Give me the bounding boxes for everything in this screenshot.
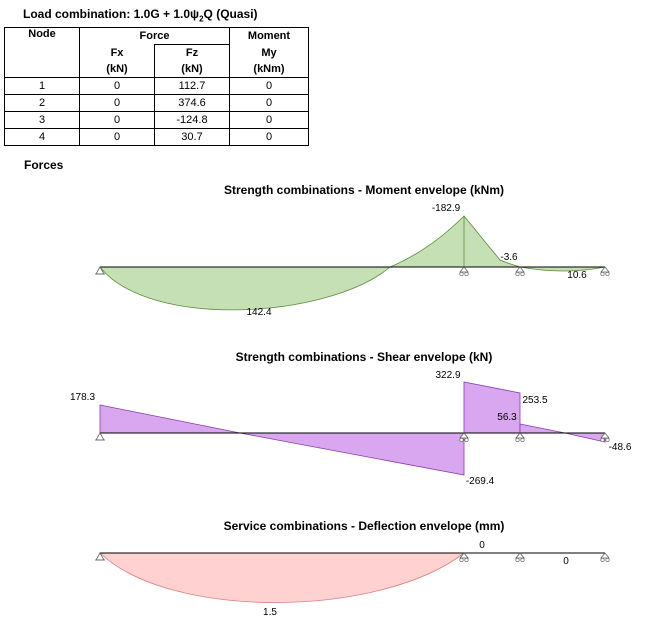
support-roller-icon [600, 552, 610, 563]
cell-fz: 112.7 [154, 77, 230, 95]
support-roller-icon [600, 266, 610, 277]
header-my: My [229, 44, 309, 61]
moment-label-peak: -182.9 [432, 203, 461, 214]
support-roller-icon [515, 432, 525, 443]
moment-label-span1: 142.4 [246, 307, 271, 318]
cell-fz: 30.7 [154, 128, 230, 146]
cell-fz: -124.8 [154, 111, 230, 129]
shear-diagram-title: Strength combinations - Shear envelope (… [236, 350, 493, 364]
node-results-table: Node Force Moment Fx Fz My (kN) (kN) (kN… [4, 27, 309, 146]
shear-span3-neg-area [564, 432, 606, 443]
header-force: Force [79, 27, 230, 45]
deflection-span1-area [99, 552, 466, 603]
moment-label-span3: 10.6 [567, 270, 587, 281]
load-combination-title: Load combination: 1.0G + 1.0ψ2Q (Quasi) [23, 7, 258, 24]
header-fz-unit: (kN) [154, 61, 230, 78]
table-row: 2 0 374.6 0 [4, 94, 309, 112]
header-moment: Moment [229, 27, 309, 45]
moment-span3-area [519, 266, 606, 272]
support-roller-icon [459, 266, 469, 277]
moment-envelope-diagram: Strength combinations - Moment envelope … [94, 183, 610, 318]
support-roller-icon [515, 266, 525, 277]
moment-diagram-title: Strength combinations - Moment envelope … [224, 183, 504, 197]
deflection-label-span3: 0 [563, 556, 569, 567]
shear-label-node2-bottom: -269.4 [466, 476, 495, 487]
shear-envelope-diagram: Strength combinations - Shear envelope (… [70, 350, 632, 487]
shear-label-node3-top: 253.5 [522, 395, 547, 406]
shear-label-left: 178.3 [70, 392, 95, 403]
deflection-diagram-title: Service combinations - Deflection envelo… [224, 519, 505, 533]
shear-span2-area [463, 381, 521, 434]
shear-label-right: -48.6 [609, 442, 632, 453]
deflection-label-span2: 0 [479, 540, 485, 551]
shear-span1-neg-area [239, 432, 465, 476]
cell-node: 4 [4, 128, 80, 146]
shear-span1-pos-area [99, 404, 241, 434]
shear-span3-pos-area [519, 423, 566, 434]
forces-heading: Forces [24, 158, 64, 172]
table-row: 4 0 30.7 0 [4, 128, 309, 146]
deflection-envelope-diagram: Service combinations - Deflection envelo… [94, 519, 610, 618]
support-pin-icon [94, 432, 106, 441]
support-roller-icon [515, 552, 525, 563]
deflection-label-span1: 1.5 [263, 607, 277, 618]
moment-label-small: -3.6 [500, 252, 518, 263]
table-row: 3 0 -124.8 0 [4, 111, 309, 129]
cell-my: 0 [229, 128, 309, 146]
moment-span1-area [99, 266, 392, 311]
shear-label-node3-mid: 56.3 [497, 412, 517, 423]
shear-label-node2-top: 322.9 [435, 370, 460, 381]
